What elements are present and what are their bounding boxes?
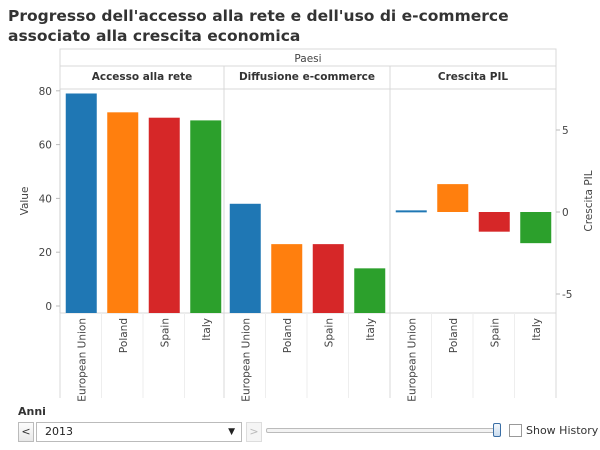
category-label: Poland xyxy=(448,318,460,353)
panel-label: Diffusione e-commerce xyxy=(239,71,375,83)
category-label: Italy xyxy=(201,318,213,341)
facet-header xyxy=(59,48,557,90)
bar xyxy=(190,120,222,313)
right-axis-title: Crescita PIL xyxy=(583,170,595,231)
bar xyxy=(478,212,510,232)
bar xyxy=(229,203,261,313)
category-label: European Union xyxy=(76,318,88,402)
chart-title: Progresso dell'accesso alla rete e dell'… xyxy=(8,7,509,45)
bar xyxy=(520,212,552,244)
right-axis-tick-label: 0 xyxy=(562,207,569,219)
chevron-left-icon: < xyxy=(21,425,31,438)
next-year-button[interactable]: > xyxy=(246,422,262,442)
bar xyxy=(312,244,344,313)
bar xyxy=(148,117,180,313)
category-label: Italy xyxy=(365,318,377,341)
panel-label: Crescita PIL xyxy=(438,71,508,83)
left-axis-tick-label: 60 xyxy=(39,140,52,152)
year-filter-label: Anni xyxy=(18,405,46,418)
header-label: Paesi xyxy=(294,53,321,65)
category-label: European Union xyxy=(406,318,418,402)
left-axis-title: Value xyxy=(19,187,31,216)
category-label: Spain xyxy=(323,318,335,347)
year-select[interactable]: 2013 ▼ xyxy=(36,422,242,442)
left-axis-tick-label: 20 xyxy=(39,247,52,259)
category-label: Poland xyxy=(118,318,130,353)
dropdown-arrow-icon: ▼ xyxy=(228,427,235,437)
bar xyxy=(354,268,386,313)
prev-year-button[interactable]: < xyxy=(18,422,34,442)
category-label: Italy xyxy=(531,318,543,341)
left-axis-tick-label: 0 xyxy=(45,301,52,313)
show-history-checkbox[interactable] xyxy=(509,424,522,437)
left-axis-tick-label: 80 xyxy=(39,86,52,98)
show-history-label: Show History xyxy=(526,424,599,437)
category-label: Poland xyxy=(282,318,294,353)
bar xyxy=(437,184,469,212)
right-axis-tick-label: -5 xyxy=(562,289,572,301)
panel-label: Accesso alla rete xyxy=(92,71,193,83)
right-axis-tick-label: 5 xyxy=(562,125,569,137)
bar xyxy=(395,210,427,213)
bar xyxy=(65,93,97,314)
year-select-value: 2013 xyxy=(45,425,73,438)
bar xyxy=(107,112,139,313)
category-label: European Union xyxy=(240,318,252,402)
year-slider-thumb[interactable] xyxy=(493,423,501,437)
year-slider-track[interactable] xyxy=(266,428,498,433)
left-axis-tick-label: 40 xyxy=(39,193,52,205)
category-label: Spain xyxy=(489,318,501,347)
bar xyxy=(271,244,303,313)
chevron-right-icon: > xyxy=(249,425,259,438)
category-label: Spain xyxy=(159,318,171,347)
